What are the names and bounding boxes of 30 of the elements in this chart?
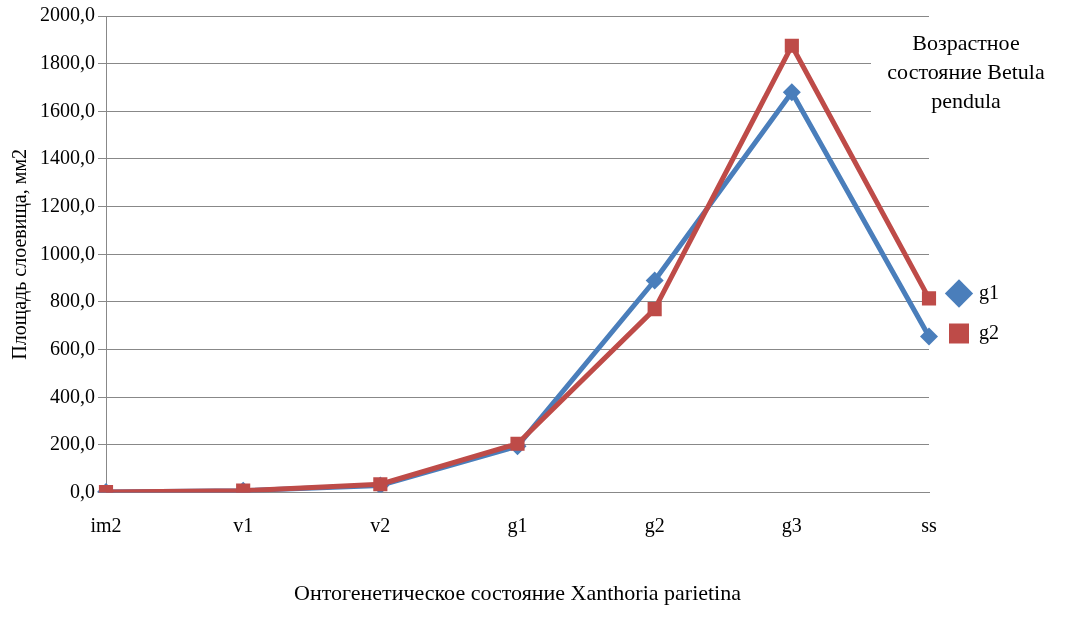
x-tick-label: ss: [921, 513, 937, 536]
y-tick-label: 1400,0: [40, 146, 95, 169]
y-tick-label: 1000,0: [40, 241, 95, 264]
point: [645, 271, 664, 290]
point: [784, 38, 799, 53]
y-tick-label: 0,0: [70, 479, 95, 502]
y-tick-label: 200,0: [50, 432, 95, 455]
legend-title: Возрастное состояние Betula pendula: [871, 28, 1061, 115]
x-tick-label: g2: [644, 513, 665, 537]
point: [782, 83, 801, 102]
y-tick-label: 400,0: [50, 384, 95, 407]
y-tick-label: 600,0: [50, 336, 95, 359]
legend-label: g1: [979, 280, 999, 304]
x-tick-label: g1: [507, 513, 528, 537]
y-axis-title: Площадь слоевища, мм2: [8, 148, 32, 360]
x-tick-label: g3: [781, 513, 802, 537]
x-tick-label: v1: [233, 513, 254, 536]
y-tick-label: 2000,0: [40, 3, 95, 26]
y-tick-label: 1200,0: [40, 193, 95, 216]
y-tick-label: 1600,0: [40, 98, 95, 121]
point: [921, 291, 937, 306]
x-tick-label: v2: [370, 513, 391, 536]
x-axis-title: Онтогенетическое состояние Xanthoria parietina: [294, 579, 742, 605]
y-tick-label: 800,0: [50, 289, 95, 312]
point: [510, 436, 525, 451]
point: [920, 327, 938, 346]
legend-label: g2: [979, 320, 999, 344]
x-tick-label: im2: [90, 513, 122, 536]
point: [647, 302, 662, 317]
y-tick-label: 1800,0: [40, 50, 95, 73]
